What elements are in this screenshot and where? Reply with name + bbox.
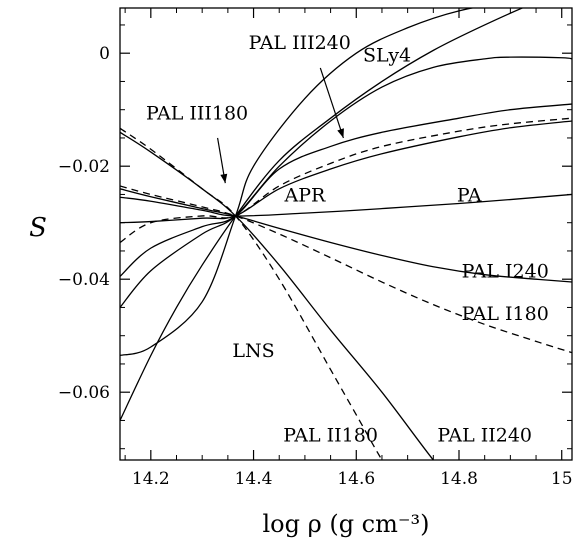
curve-label: LNS [232,340,274,362]
x-tick-label: 14.2 [132,469,170,489]
x-tick-label: 14.4 [235,469,273,489]
curve-label: PAL II180 [283,425,378,447]
curve-lns [120,8,524,421]
annotation-arrows [216,67,345,184]
curve-labels: PAL III240 SLy4 PAL III180 APR PA PAL I240 PAL… [146,32,549,447]
curves [120,8,572,460]
y-tick-label: −0.06 [58,383,110,403]
curve-pal-iii180 [120,117,572,244]
axis-ticks [120,8,572,460]
y-tick-label: −0.02 [58,157,110,177]
x-tick-label: 14.6 [337,469,375,489]
x-axis-title: log ρ (g cm⁻³) [262,510,429,538]
curve-label: APR [284,184,327,206]
curve-apr [120,120,572,224]
arrow-head [220,173,228,184]
curve-pal-ii240 [120,131,435,460]
x-tick-label: 14.8 [440,469,478,489]
plot-frame [119,7,573,461]
curve-label: PAL II240 [437,425,532,447]
curve-label: PAL I180 [462,303,549,325]
curve-label: PAL I240 [462,261,549,283]
y-tick-label: 0 [99,44,110,64]
curve-pal-ii180 [120,127,383,460]
curve-pa [120,193,572,217]
arrow-head [337,128,344,138]
curve-sly4 [120,56,572,308]
y-tick-label: −0.04 [58,270,110,290]
curve-label: PA [457,184,482,206]
x-tick-label: 15 [551,469,573,489]
curve-label: PAL III180 [146,103,248,125]
y-axis-title: S [29,213,47,243]
tick-labels: 14.2 14.4 14.6 14.8 15 0 −0.02 −0.04 −0.06 [58,44,573,489]
curve-label: SLy4 [363,44,411,66]
curve-pal-i240 [120,188,572,283]
curve-pal-iii240 [120,103,572,277]
curve-unlabeled [120,8,476,357]
arrow-line [319,67,345,139]
curve-label: PAL III240 [249,32,351,54]
